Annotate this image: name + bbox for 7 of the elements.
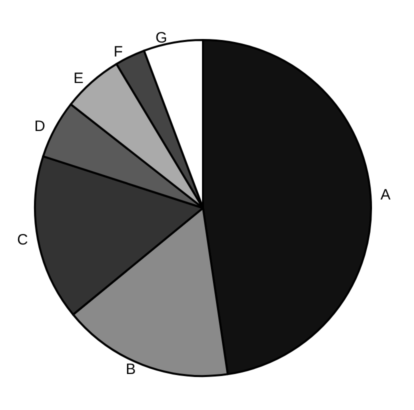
slice-label: G [155, 29, 168, 46]
slice-label: D [34, 118, 46, 136]
slice-label: A [380, 186, 391, 204]
slice-label: E [73, 70, 84, 87]
slice-label: F [114, 44, 123, 61]
slice-label: B [126, 360, 136, 378]
slice-label: C [17, 232, 28, 249]
